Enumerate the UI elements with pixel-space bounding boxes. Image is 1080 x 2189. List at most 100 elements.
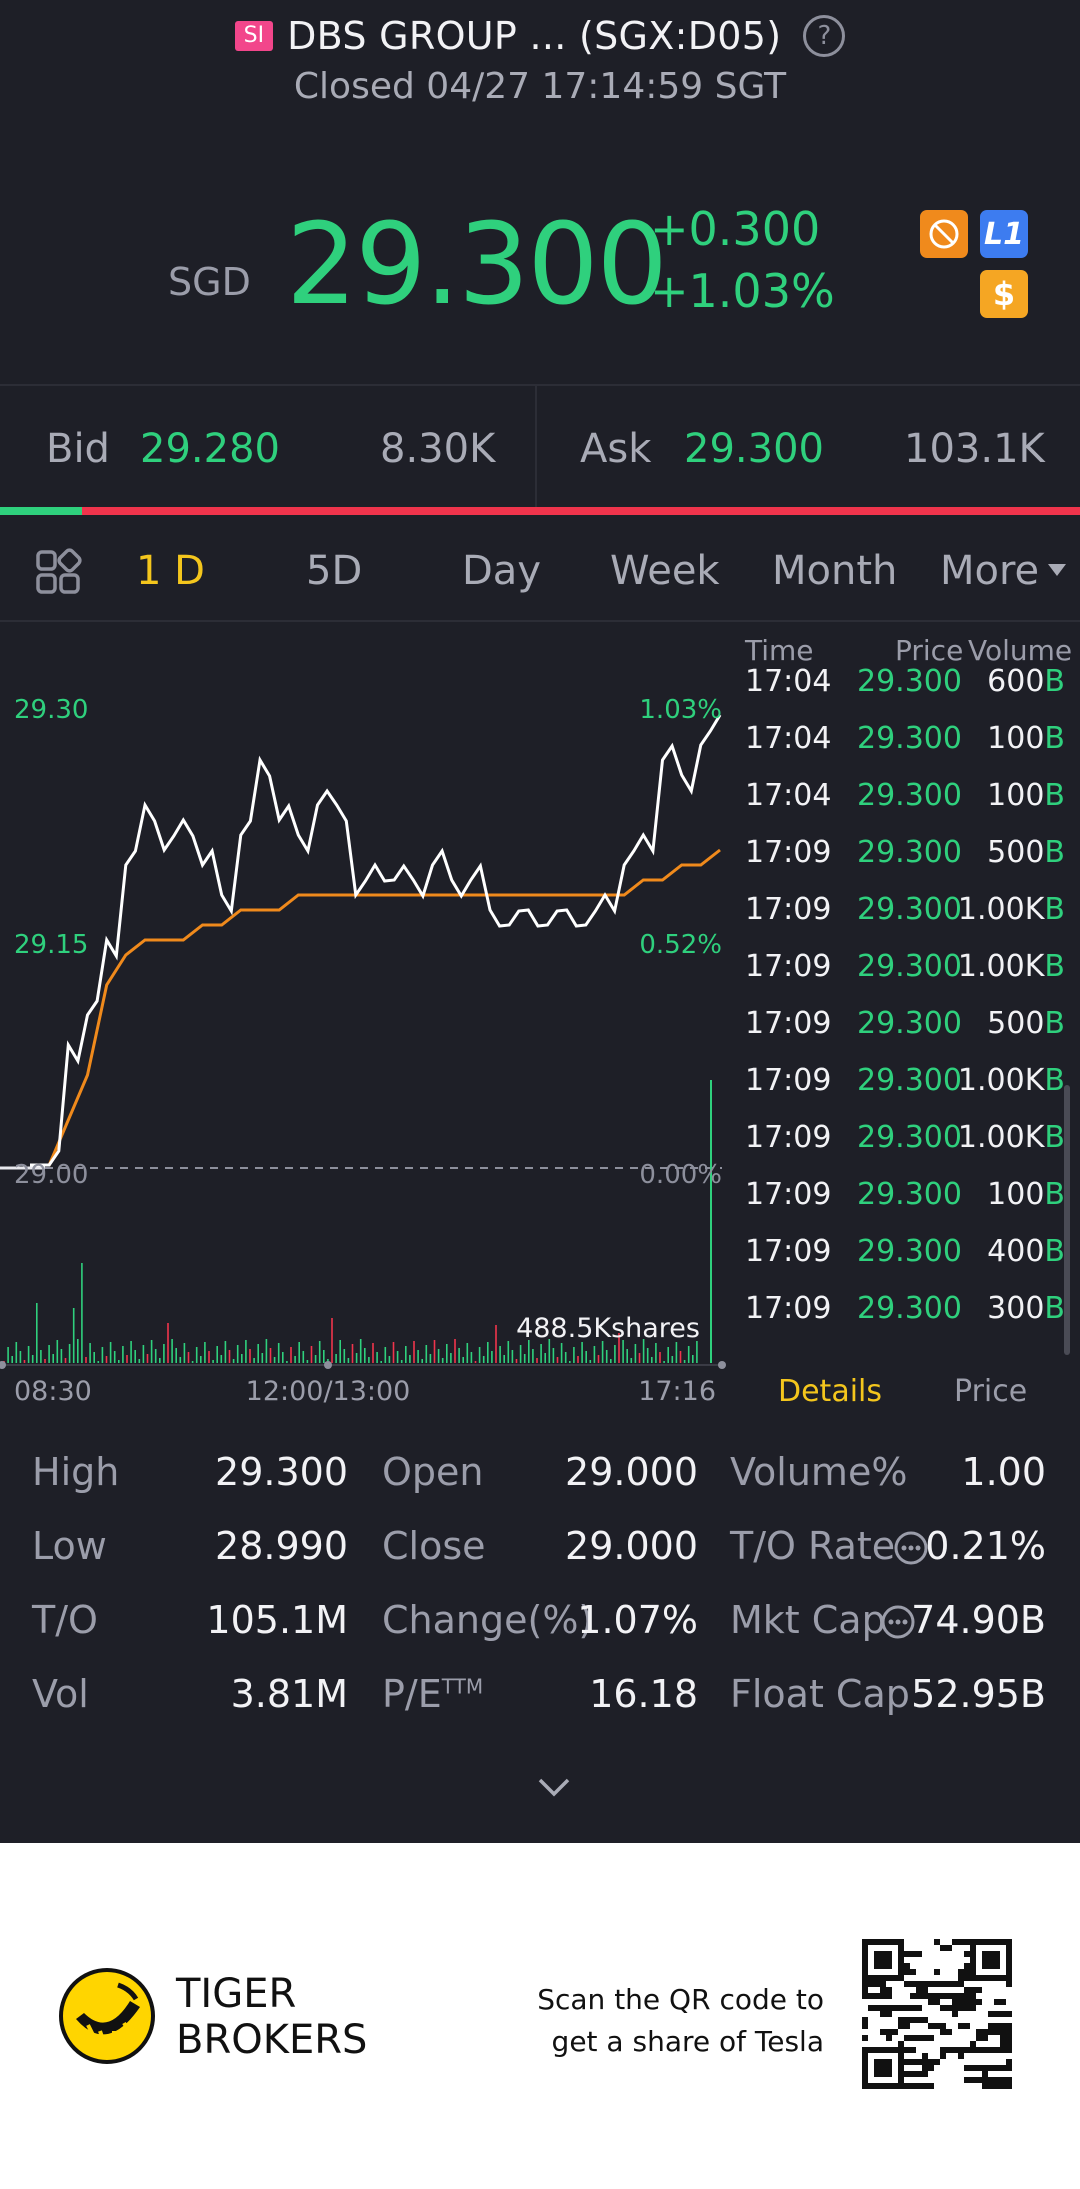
qr-module: [982, 2029, 988, 2035]
no-entry-icon[interactable]: [920, 210, 968, 258]
chevron-down-icon[interactable]: [1046, 562, 1068, 582]
trade-time: 17:09: [745, 1063, 832, 1098]
stat-value: 16.18: [589, 1672, 698, 1716]
stat-label: T/O: [32, 1598, 98, 1642]
qr-module: [946, 2047, 952, 2053]
trade-price: 29.300: [857, 1006, 962, 1041]
qr-module: [1000, 2077, 1006, 2083]
qr-module: [994, 1999, 1000, 2005]
qr-module: [916, 1981, 922, 1987]
qr-module: [946, 2029, 952, 2035]
qr-module: [922, 2059, 928, 2065]
qr-module: [1006, 2041, 1012, 2047]
qr-module: [904, 2023, 910, 2029]
dollar-icon[interactable]: $: [980, 270, 1028, 318]
qr-module: [952, 1999, 958, 2005]
qr-module: [1000, 2083, 1006, 2089]
qr-module: [910, 1951, 916, 1957]
trade-row: 17:04 29.300 600B: [730, 664, 1080, 721]
qr-module: [910, 1969, 916, 1975]
price-change: +0.300: [650, 202, 821, 256]
trades-header: Time Price Volume: [730, 630, 1080, 680]
qr-module: [940, 2023, 946, 2029]
qr-module: [934, 1969, 940, 1975]
tab-price[interactable]: Price: [954, 1374, 1028, 1409]
qr-module: [886, 2005, 892, 2011]
trade-price: 29.300: [857, 1177, 962, 1212]
qr-module: [1000, 2011, 1006, 2017]
stat-value: 29.300: [215, 1450, 348, 1494]
qr-module: [898, 2017, 904, 2023]
trade-time: 17:09: [745, 1234, 832, 1269]
info-icon[interactable]: [893, 1530, 929, 1570]
qr-module: [964, 1939, 970, 1945]
qr-module: [940, 1993, 946, 1999]
qr-module: [964, 2077, 970, 2083]
qr-module: [994, 2065, 1000, 2071]
tab-5d[interactable]: 5D: [306, 548, 363, 594]
tab-1d[interactable]: 1 D: [136, 548, 205, 594]
trade-volume: 1.00KB: [957, 892, 1065, 927]
brand-line-2: BROKERS: [176, 2017, 368, 2063]
qr-module: [1000, 2065, 1006, 2071]
qr-module: [1000, 2035, 1006, 2041]
price-change-pct: +1.03%: [650, 264, 835, 318]
qr-module: [982, 2071, 988, 2077]
scrollbar[interactable]: [1064, 1085, 1070, 1355]
expand-chevron-icon[interactable]: [536, 1776, 572, 1804]
qr-module: [922, 2065, 928, 2071]
qr-module: [964, 1975, 970, 1981]
trade-row: 17:09 29.300 1.00KB: [730, 1063, 1080, 1120]
trade-volume: 300B: [987, 1291, 1065, 1326]
qr-module: [904, 2047, 910, 2053]
time-and-sales[interactable]: Time Price Volume 17:04 29.300 600B 17:04 29…: [730, 630, 1080, 1364]
qr-module: [958, 2053, 964, 2059]
qr-module: [940, 2047, 946, 2053]
qr-module: [982, 2083, 988, 2089]
trade-time: 17:09: [745, 949, 832, 984]
promo-line-2: get a share of Tesla: [551, 2025, 824, 2058]
qr-module: [862, 1981, 868, 1987]
qr-module: [976, 1999, 982, 2005]
divider: [535, 386, 537, 510]
qr-module: [934, 1939, 940, 1945]
tab-month[interactable]: Month: [772, 548, 898, 594]
tab-day[interactable]: Day: [462, 548, 541, 594]
stat-label: Volume%: [730, 1450, 908, 1494]
qr-module: [916, 2071, 922, 2077]
intraday-chart[interactable]: 29.30 29.15 29.00 1.03% 0.52% 0.00% 488.…: [0, 630, 730, 1410]
tab-week[interactable]: Week: [610, 548, 720, 594]
trade-volume: 500B: [987, 835, 1065, 870]
grid-icon[interactable]: [34, 548, 82, 600]
ask-ratio-bar: [82, 507, 1080, 515]
qr-module: [940, 2005, 946, 2011]
price-line: [30, 714, 722, 1167]
stock-title: DBS GROUP ... (SGX:D05): [287, 14, 782, 58]
qr-module: [964, 1993, 970, 1999]
trade-time: 17:09: [745, 1006, 832, 1041]
bid-ratio-bar: [0, 507, 82, 515]
qr-module: [964, 1999, 970, 2005]
trade-row: 17:04 29.300 100B: [730, 778, 1080, 835]
tab-details[interactable]: Details: [778, 1374, 883, 1409]
qr-module: [916, 1993, 922, 1999]
qr-module: [910, 1981, 916, 1987]
qr-code[interactable]: [862, 1939, 1012, 2089]
qr-module: [934, 1999, 940, 2005]
trade-volume: 1.00KB: [957, 949, 1065, 984]
header-time: Time: [745, 634, 814, 667]
qr-module: [880, 2029, 886, 2035]
qr-module: [904, 1969, 910, 1975]
trade-volume: 500B: [987, 1006, 1065, 1041]
x-tick-close: 17:16: [638, 1376, 716, 1407]
qr-module: [892, 2029, 898, 2035]
tab-more[interactable]: More: [940, 548, 1040, 594]
qr-module: [874, 1951, 892, 1969]
qr-module: [970, 2005, 976, 2011]
axis-dot-mid: [324, 1361, 332, 1369]
qr-module: [976, 2029, 982, 2035]
level1-icon[interactable]: L1: [980, 210, 1028, 258]
qr-module: [1000, 2029, 1006, 2035]
help-icon[interactable]: ?: [803, 15, 846, 57]
info-icon[interactable]: [880, 1604, 916, 1644]
